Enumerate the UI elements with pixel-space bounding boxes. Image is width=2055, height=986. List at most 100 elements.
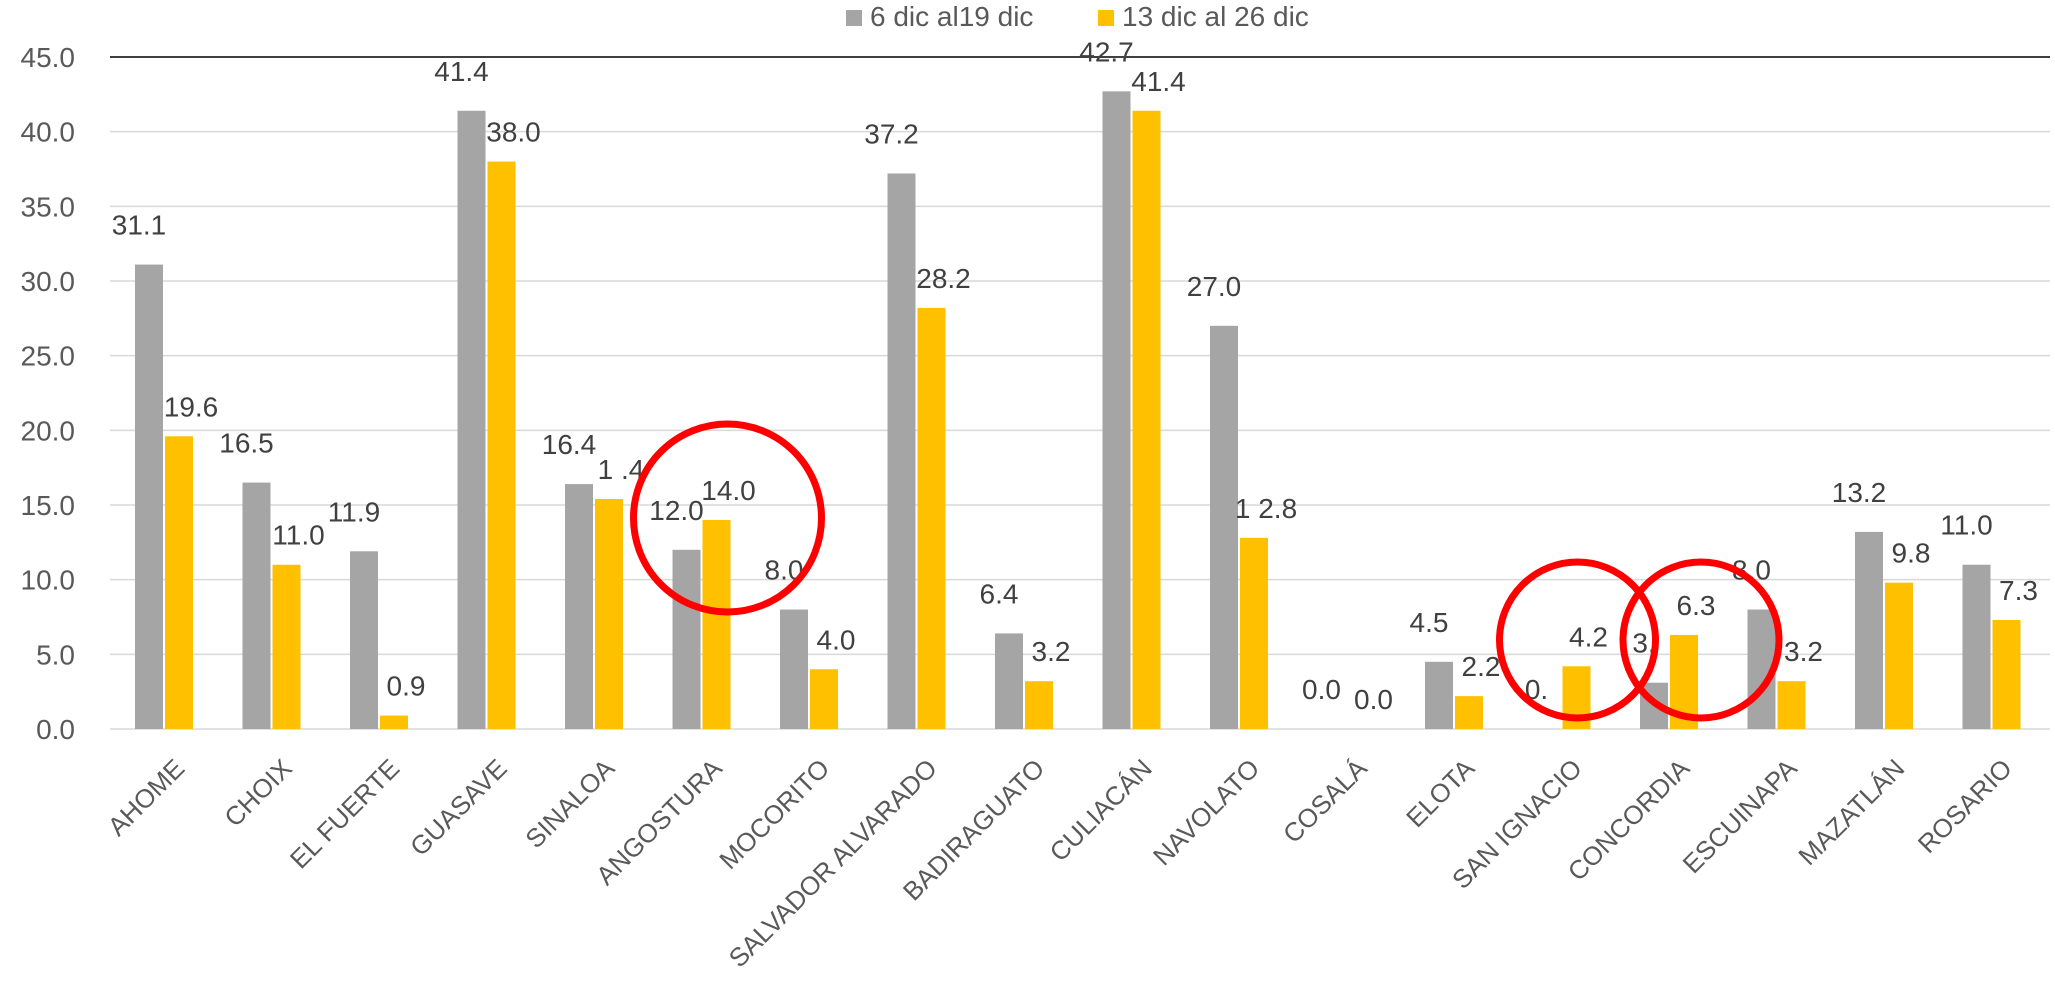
data-label-series1: 42.7 <box>1079 36 1134 67</box>
y-tick-label: 45.0 <box>21 42 76 73</box>
bar-series2 <box>917 307 946 729</box>
data-label-series1: 6.4 <box>980 578 1019 609</box>
bar-series1 <box>1855 531 1883 729</box>
data-label-series1: 16.4 <box>542 429 597 460</box>
y-tick-label: 5.0 <box>36 639 75 670</box>
data-labels: 31.119.616.511.011.90.941.438.016.41 .41… <box>112 36 2038 715</box>
bar-series2 <box>1025 681 1053 729</box>
bar-series2 <box>380 715 408 729</box>
bar-series1 <box>242 482 271 729</box>
bar-series1 <box>457 110 486 729</box>
data-label-series1: 27.0 <box>1187 271 1242 302</box>
highlight-circle <box>1496 558 1659 722</box>
data-label-series1: 16.5 <box>219 428 274 459</box>
x-category-label: CHOIX <box>218 753 297 832</box>
data-label-series1: 41.4 <box>434 56 489 87</box>
y-tick-label: 25.0 <box>21 341 76 372</box>
legend-label: 13 dic al 26 dic <box>1122 1 1309 32</box>
x-category-label: AHOME <box>102 753 191 842</box>
data-label-series2: 0.9 <box>387 671 426 702</box>
bar-series2 <box>1455 696 1483 729</box>
bar-series2 <box>1777 681 1806 729</box>
bar-series2 <box>702 519 731 729</box>
data-label-series2: 2.2 <box>1462 651 1501 682</box>
data-label-series1: 11.9 <box>328 496 380 527</box>
y-tick-label: 30.0 <box>21 266 76 297</box>
bar-series2 <box>1992 619 2021 729</box>
data-label-series2: 4.0 <box>817 624 856 655</box>
data-label-series1: 0.0 <box>1302 674 1341 705</box>
data-label-series1: 13.2 <box>1832 477 1887 508</box>
bar-series1 <box>350 551 378 729</box>
x-category-label: EL FUERTE <box>284 753 405 874</box>
data-label-series2: 14.0 <box>701 475 756 506</box>
data-label-series2: 9.8 <box>1892 538 1931 569</box>
bar-series2 <box>487 161 516 730</box>
bar-series1 <box>1102 91 1131 729</box>
data-label-series2: 28.2 <box>916 263 971 294</box>
y-tick-label: 40.0 <box>21 117 76 148</box>
legend-swatch <box>1098 10 1114 26</box>
data-label-series2: 3.2 <box>1784 636 1823 667</box>
bar-series1 <box>1962 564 1991 729</box>
x-category-label: SALVADOR ALVARADO <box>723 753 943 973</box>
x-category-label: CULIACÁN <box>1044 753 1158 867</box>
data-label-series2: 1 .4 <box>598 454 645 485</box>
data-label-series2: 4.2 <box>1569 621 1608 652</box>
bar-series2 <box>595 499 623 729</box>
y-tick-label: 15.0 <box>21 490 76 521</box>
bar-series1 <box>995 633 1023 729</box>
bar-series2 <box>810 669 838 729</box>
y-axis: 0.0 5.0 10.0 15.0 20.0 25.0 30.0 35.0 40.0 45.0 <box>21 42 76 745</box>
y-tick-label: 10.0 <box>21 565 76 596</box>
bar-series1 <box>887 173 916 730</box>
bar-series1 <box>1210 325 1238 729</box>
highlight-circle <box>630 420 825 616</box>
data-label-series1: 3. <box>1632 628 1655 659</box>
bar-series2 <box>1240 537 1268 729</box>
bar-series2 <box>165 436 193 729</box>
gridlines <box>110 56 2050 730</box>
data-label-series2: 3.2 <box>1032 636 1071 667</box>
bars <box>135 91 2021 730</box>
x-category-label: SINALOA <box>519 753 620 854</box>
highlight-circles <box>630 420 1783 722</box>
data-label-series2: 7.3 <box>1999 575 2038 606</box>
data-label-series2: 19.6 <box>164 391 219 422</box>
highlight-circle <box>1619 558 1783 722</box>
bar-series1 <box>780 609 808 729</box>
x-category-label: ROSARIO <box>1912 753 2018 859</box>
bar-series2 <box>272 564 301 729</box>
data-label-series1: 31.1 <box>112 210 167 241</box>
x-category-label: COSALÁ <box>1277 753 1373 849</box>
data-label-series1: 12.0 <box>649 495 704 526</box>
y-tick-label: 20.0 <box>21 415 76 446</box>
bar-series2 <box>1132 110 1161 729</box>
bar-series2 <box>1885 582 1913 729</box>
y-tick-label: 0.0 <box>36 714 75 745</box>
data-label-series1: 37.2 <box>864 118 919 149</box>
data-label-series1: 11.0 <box>1940 510 1992 541</box>
data-label-series1: 0. <box>1525 674 1548 705</box>
x-category-label: NAVOLATO <box>1147 753 1265 871</box>
x-category-label: ESCUINAPA <box>1677 753 1804 880</box>
data-label-series2: 6.3 <box>1677 590 1716 621</box>
data-label-series2: 11.0 <box>272 520 324 551</box>
data-label-series1: 4.5 <box>1410 607 1449 638</box>
bar-series1 <box>672 549 701 729</box>
bar-series1 <box>1425 661 1453 729</box>
data-label-series2: 1 2.8 <box>1235 493 1297 524</box>
legend-label: 6 dic al19 dic <box>870 1 1033 32</box>
legend-swatch <box>846 10 862 26</box>
x-category-label: GUASAVE <box>404 753 513 862</box>
legend: 6 dic al19 dic 13 dic al 26 dic <box>846 1 1309 32</box>
x-category-label: ELOTA <box>1400 753 1481 834</box>
data-label-series2: 38.0 <box>486 117 541 148</box>
y-tick-label: 35.0 <box>21 191 76 222</box>
data-label-series2: 0.0 <box>1354 684 1393 715</box>
bar-series1 <box>135 264 163 729</box>
data-label-series2: 41.4 <box>1131 66 1186 97</box>
x-category-label: MAZATLÁN <box>1792 753 1910 871</box>
